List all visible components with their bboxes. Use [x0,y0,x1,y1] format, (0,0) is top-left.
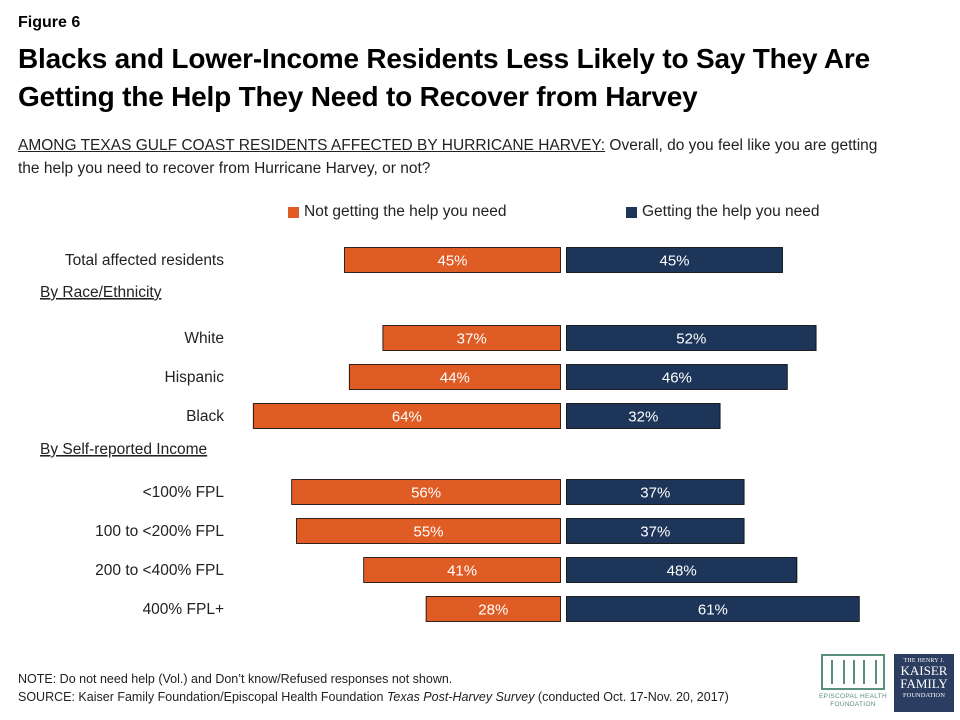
figure-label: Figure 6 [18,14,81,31]
episcopal-health-foundation-logo: EPISCOPAL HEALTH FOUNDATION [818,654,888,712]
bar-label-not-getting-help: 56% [411,485,441,502]
bar-getting-help [566,557,798,583]
legend-item-not-getting-help: Not getting the help you need [288,203,507,221]
bar-label-getting-help: 32% [628,409,658,426]
bar-label-not-getting-help: 55% [413,524,443,541]
bar-label-getting-help: 37% [640,524,670,541]
row-label: 400% FPL+ [143,601,224,618]
bar-not-getting-help [296,518,561,544]
bar-getting-help [566,596,860,622]
bar-label-getting-help: 46% [662,370,692,387]
row-label: White [184,330,224,347]
bar-not-getting-help [363,557,561,583]
source-text: SOURCE: Kaiser Family Foundation/Episcop… [18,688,729,706]
chart-subtitle: AMONG TEXAS GULF COAST RESIDENTS AFFECTE… [18,134,878,180]
subtitle-question: Overall, do you feel like you are gettin… [18,137,878,177]
group-header: By Self-reported Income [40,441,207,458]
bar-not-getting-help [252,403,561,429]
group-header: By Race/Ethnicity [40,284,162,301]
source-survey-name: Texas Post-Harvey Survey [386,690,535,704]
bar-not-getting-help [425,596,561,622]
kff-logo-line3: FAMILY [900,676,948,691]
bar-label-getting-help: 61% [698,602,728,619]
bar-not-getting-help [344,247,561,273]
legend-label-getting-help: Getting the help you need [642,203,820,220]
bar-label-not-getting-help: 41% [447,563,477,580]
bar-not-getting-help [348,364,561,390]
bar-getting-help [566,247,783,273]
diverging-bar-chart: Total affected residents 45% 45% By Race/Et… [40,247,860,622]
footnote: NOTE: Do not need help (Vol.) and Don’t … [18,670,729,706]
bar-getting-help [566,518,745,544]
legend-swatch-navy [626,206,637,218]
source-suffix: (conducted Oct. 17-Nov. 20, 2017) [534,690,729,704]
row-label: 100 to <200% FPL [95,523,224,540]
kff-logo-line4: FOUNDATION [903,692,945,699]
bar-not-getting-help [291,479,561,505]
bar-label-getting-help: 45% [659,253,689,270]
bar-label-getting-help: 48% [667,563,697,580]
bar-getting-help [566,325,817,351]
ehf-logo-line1: EPISCOPAL HEALTH [819,693,887,700]
bar-label-not-getting-help: 28% [478,602,508,619]
bar-label-getting-help: 52% [676,331,706,348]
row-label: Black [186,408,224,425]
legend-item-getting-help: Getting the help you need [626,203,820,221]
ehf-logo-mark [821,654,885,690]
bar-not-getting-help [382,325,561,351]
row-label: Hispanic [165,369,225,386]
legend-label-not-getting-help: Not getting the help you need [304,203,507,220]
legend-swatch-orange [288,206,299,218]
bar-label-not-getting-help: 64% [392,409,422,426]
chart-title: Blacks and Lower-Income Residents Less L… [18,43,870,112]
bar-label-not-getting-help: 44% [440,370,470,387]
kff-logo-line2: KAISER [900,663,948,678]
bar-getting-help [566,403,721,429]
ehf-logo-line2: FOUNDATION [830,701,876,708]
row-label: 200 to <400% FPL [95,562,224,579]
bar-label-getting-help: 37% [640,485,670,502]
bar-getting-help [566,479,745,505]
bar-label-not-getting-help: 37% [457,331,487,348]
note-text: NOTE: Do not need help (Vol.) and Don’t … [18,672,453,686]
row-label: Total affected residents [65,252,224,269]
subtitle-lead: AMONG TEXAS GULF COAST RESIDENTS AFFECTE… [18,137,606,154]
bar-label-not-getting-help: 45% [437,253,467,270]
kff-logo-line1: THE HENRY J. [903,658,945,664]
bar-getting-help [566,364,788,390]
row-label: <100% FPL [143,484,225,501]
kaiser-family-foundation-logo: THE HENRY J. KAISER FAMILY FOUNDATION [894,654,954,712]
source-prefix: SOURCE: Kaiser Family Foundation/Episcop… [18,690,387,704]
